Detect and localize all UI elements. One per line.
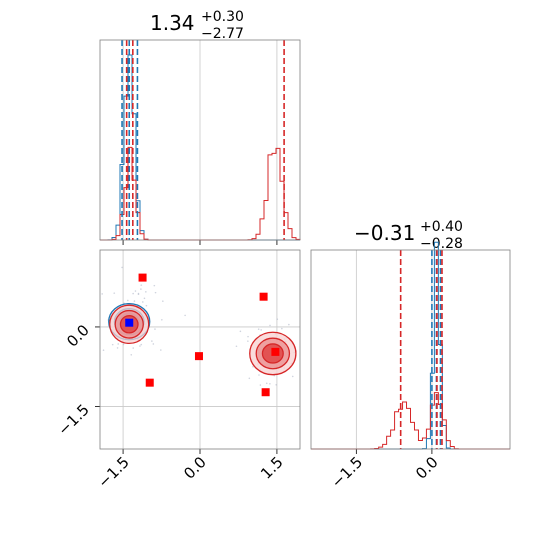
scatter-2d-sample-point (139, 345, 141, 347)
scatter-2d-sample-point (140, 284, 143, 286)
scatter-2d-sample-point (248, 377, 251, 380)
scatter-2d-sample-point (133, 300, 136, 302)
hist-param-2-plot: −1.5 0.0 (310, 241, 511, 492)
scatter-2d-sample-point (134, 290, 137, 292)
scatter-2d-sample-point (247, 335, 249, 338)
scatter-2d-plot: −1.5 0.0 1.5 −1.5 0.0 (54, 249, 301, 492)
scatter-2d-sample-point (161, 318, 163, 321)
scatter-2d-sample-point (265, 382, 268, 385)
title-param-1-value: 1.34 (150, 11, 195, 35)
scatter-2d-sample-point (132, 347, 135, 349)
scatter-2d-sample-point (116, 347, 119, 349)
scatter-2d-sample-point (247, 340, 249, 342)
title-param-1-minus: −2.77 (201, 26, 244, 42)
scatter-2d-sample-point (258, 374, 260, 376)
scatter-2d-sample-point (132, 292, 134, 295)
scatter-2d-sample-point (291, 375, 294, 378)
scatter-2d-sample-point (154, 291, 157, 294)
scatter-2d-sample-point (140, 343, 143, 346)
scatter-2d-sample-point (145, 304, 148, 307)
scatter-2d-marker (125, 318, 134, 327)
scatter-2d-ytick-label: −1.5 (54, 401, 92, 439)
hist-param-2-xtick-label: −1.5 (328, 453, 366, 491)
scatter-2d-frame (99, 249, 301, 450)
scatter-2d-sample-point (140, 288, 142, 290)
hist-param-2-frame (310, 249, 511, 450)
scatter-2d-marker (194, 352, 203, 361)
hist-param-2-xtick-label: 0.0 (412, 453, 442, 483)
title-param-1: 1.34 (150, 11, 195, 35)
scatter-2d-sample-point (141, 301, 144, 303)
scatter-2d-sample-point (102, 349, 105, 352)
panel-hist-param-2: −0.31 +0.40 −0.28 −1.5 0.0 (310, 219, 511, 492)
title-param-2: −0.31 (354, 221, 415, 245)
scatter-2d-sample-point (122, 343, 125, 346)
scatter-2d-marker (138, 273, 147, 282)
scatter-2d-sample-point (127, 299, 129, 302)
scatter-2d-sample-point (113, 292, 116, 294)
scatter-2d-sample-point (281, 327, 283, 330)
scatter-2d-ytick-label: 0.0 (63, 321, 93, 351)
scatter-2d-marker (261, 388, 270, 397)
scatter-2d-sample-point (101, 293, 103, 295)
scatter-2d-sample-point (145, 291, 147, 293)
scatter-2d-marker (271, 347, 280, 356)
scatter-2d-sample-point (137, 292, 140, 295)
scatter-2d-sample-point (235, 345, 238, 348)
scatter-2d-xtick-label: 0.0 (180, 453, 210, 483)
scatter-2d-sample-point (152, 343, 155, 345)
title-param-2-plus: +0.40 (420, 219, 463, 235)
scatter-2d-sample-point (117, 343, 120, 345)
scatter-2d-sample-point (121, 266, 123, 269)
scatter-2d-sample-point (151, 340, 153, 342)
scatter-2d-sample-point (153, 284, 156, 287)
scatter-2d-sample-point (259, 384, 262, 386)
scatter-2d-sample-point (143, 297, 146, 300)
scatter-2d-marker (145, 378, 154, 387)
scatter-2d-sample-point (111, 343, 114, 346)
scatter-2d-marker (259, 292, 268, 301)
scatter-2d-sample-point (269, 382, 271, 385)
scatter-2d-sample-point (275, 383, 277, 386)
scatter-2d-sample-point (288, 323, 290, 326)
hist-param-1-frame (99, 39, 301, 241)
title-param-2-value: −0.31 (354, 221, 415, 245)
scatter-2d-sample-point (252, 365, 254, 368)
scatter-2d-sample-point (154, 328, 156, 330)
scatter-2d-sample-point (239, 330, 242, 333)
scatter-2d-xtick-label: 1.5 (257, 453, 287, 483)
scatter-2d-sample-point (276, 318, 279, 321)
title-param-2-minus: −0.28 (420, 236, 463, 252)
title-param-1-plus: +0.30 (201, 9, 244, 25)
scatter-2d-sample-point (184, 314, 186, 317)
scatter-2d-sample-point (269, 324, 271, 327)
scatter-2d-sample-point (160, 349, 162, 351)
scatter-2d-sample-point (257, 328, 260, 331)
scatter-2d-xtick-label: −1.5 (94, 453, 132, 491)
panel-hist-param-1: 1.34 +0.30 −2.77 (99, 9, 301, 245)
scatter-2d-sample-point (260, 329, 262, 331)
panel-scatter-2d: −1.5 0.0 1.5 −1.5 0.0 (54, 249, 301, 492)
scatter-2d-sample-point (162, 300, 164, 302)
hist-param-1-plot (99, 39, 301, 245)
scatter-2d-sample-point (130, 353, 133, 356)
